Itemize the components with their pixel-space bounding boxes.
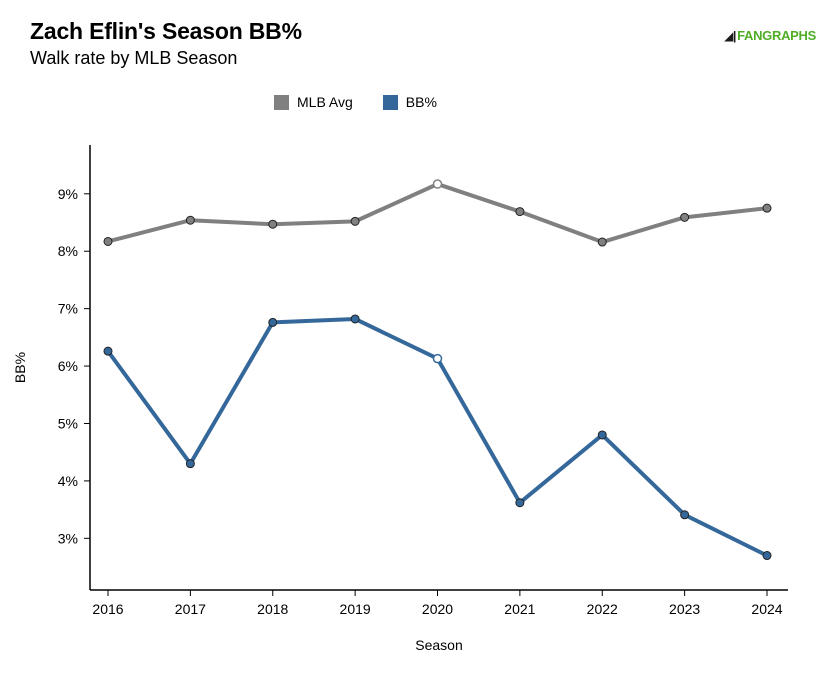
series-points bbox=[103, 179, 772, 561]
x-tick-label: 2020 bbox=[422, 601, 453, 617]
x-axis-label: Season bbox=[415, 637, 462, 653]
data-point-mlb-avg bbox=[185, 215, 195, 225]
y-tick-label: 3% bbox=[58, 530, 78, 546]
x-tick-label: 2021 bbox=[504, 601, 535, 617]
legend-item-bb-pct[interactable]: BB% bbox=[382, 94, 437, 110]
x-tick-label: 2023 bbox=[669, 601, 700, 617]
y-tick-label: 5% bbox=[58, 415, 78, 431]
data-point-mlb-avg bbox=[432, 179, 443, 189]
legend-swatch-mlb-avg bbox=[274, 94, 289, 110]
data-point-bb bbox=[350, 314, 360, 324]
data-point-bb bbox=[515, 498, 525, 508]
legend-label-mlb-avg: MLB Avg bbox=[297, 94, 353, 110]
data-point-bb bbox=[680, 510, 690, 520]
logo-mark-icon: ◢| bbox=[724, 29, 737, 43]
data-point-mlb-avg bbox=[680, 212, 690, 222]
data-point-bb bbox=[268, 317, 278, 327]
chart-legend: MLB Avg BB% bbox=[274, 94, 467, 110]
data-point-mlb-avg bbox=[268, 219, 278, 229]
x-tick-label: 2016 bbox=[92, 601, 123, 617]
y-axis-label: BB% bbox=[12, 352, 28, 383]
x-tick-label: 2024 bbox=[751, 601, 782, 617]
series-line-mlb-avg bbox=[106, 182, 769, 245]
data-point-mlb-avg bbox=[103, 236, 113, 246]
chart-title: Zach Eflin's Season BB% bbox=[30, 18, 302, 44]
y-tick-label: 9% bbox=[58, 186, 78, 202]
data-point-bb bbox=[103, 346, 113, 356]
legend-swatch-bb-pct bbox=[382, 94, 398, 110]
y-tick-label: 7% bbox=[58, 301, 78, 317]
legend-item-mlb-avg[interactable]: MLB Avg bbox=[274, 94, 353, 110]
data-point-bb bbox=[185, 459, 195, 469]
data-point-bb bbox=[432, 353, 443, 364]
x-tick-label: 2022 bbox=[587, 601, 618, 617]
data-point-mlb-avg bbox=[597, 237, 607, 247]
logo-text: FANGRAPHS bbox=[737, 28, 816, 43]
chart-axes: 3% 4% 5% 6% 7% 8% 9% 2016 2017 2018 2019 2020 2021 20… bbox=[58, 145, 788, 617]
data-point-bb bbox=[597, 430, 607, 440]
chart-subtitle: Walk rate by MLB Season bbox=[30, 48, 238, 68]
y-tick-label: 8% bbox=[58, 243, 78, 259]
data-point-mlb-avg bbox=[350, 216, 360, 226]
series-lines bbox=[106, 182, 769, 558]
y-tick-label: 4% bbox=[58, 473, 78, 489]
data-point-bb bbox=[762, 551, 772, 561]
x-tick-label: 2018 bbox=[257, 601, 288, 617]
data-point-mlb-avg bbox=[515, 207, 525, 217]
x-tick-label: 2019 bbox=[340, 601, 371, 617]
x-tick-label: 2017 bbox=[175, 601, 206, 617]
data-point-mlb-avg bbox=[762, 203, 772, 213]
y-tick-label: 6% bbox=[58, 358, 78, 374]
legend-label-bb-pct: BB% bbox=[405, 94, 437, 110]
fangraphs-logo: ◢|FANGRAPHS bbox=[724, 28, 816, 43]
